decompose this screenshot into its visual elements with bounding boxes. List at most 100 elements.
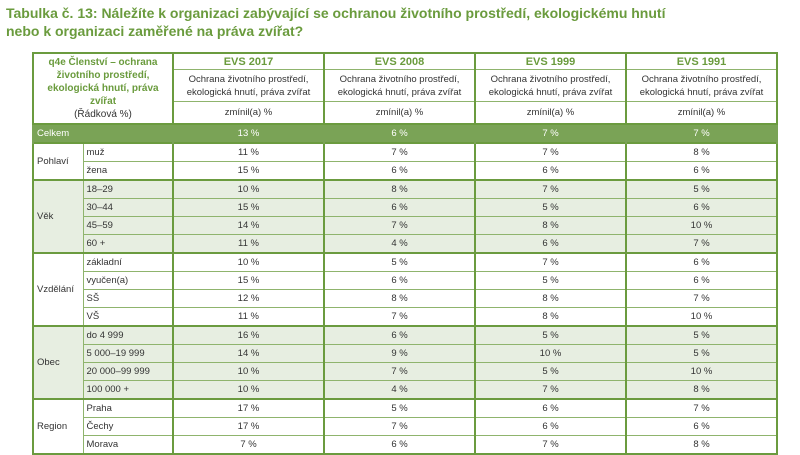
cell-value: 5 % [474,325,627,345]
table-row: 100 000 +10 % 4 % 7 % 8 % [33,380,778,400]
column-header-unit: zmínil(a) % [172,101,325,125]
row-label: 30–44 [82,198,174,217]
cell-value: 6 % [323,435,476,455]
table-row: 5 000–19 999 14 % 9 % 10 % 5 % [33,344,778,363]
cell-value: 7 % [172,435,325,455]
cell-value: 5 % [474,271,627,290]
corner-label: q4e Členství – ochrana životního prostře… [47,57,159,107]
cell-value: 5 % [625,344,778,363]
cell-value: 4 % [323,234,476,254]
cell-value: 7 % [323,417,476,436]
group-label: Region [32,398,84,455]
group-label: Obec [32,325,84,400]
cell-value: 7 % [474,435,627,455]
cell-value: 5 % [323,252,476,272]
table-row: 20 000–99 999 10 % 7 % 5 % 10 % [33,362,778,381]
cell-value: 10 % [172,380,325,400]
table-row: vyučen(a) 15 % 6 % 5 % 6 % [33,271,778,290]
cell-value: 6 % [474,234,627,254]
cell-value: 8 % [323,289,476,308]
cell-value: 6 % [625,198,778,217]
cell-value: 6 % [625,252,778,272]
column-header-item: Ochrana životního prostředí, ekologická … [323,69,476,102]
cell-value: 6 % [474,161,627,181]
cell-value: 14 % [172,216,325,235]
cell-value: 7 % [474,179,627,199]
cell-value: 4 % [323,380,476,400]
table-row: Věk 18–29 10 % 8 % 7 % 5 % [32,179,778,254]
group-label: Vzdělání [32,252,84,327]
column-header-item: Ochrana životního prostředí, ekologická … [474,69,627,102]
cell-value: 6 % [474,398,627,418]
total-value: 7 % [474,123,627,144]
cell-value: 10 % [172,362,325,381]
cell-value: 7 % [474,252,627,272]
cell-value: 6 % [323,161,476,181]
table-row: žena 15 % 6 % 6 % 6 % [33,161,778,181]
cell-value: 12 % [172,289,325,308]
row-label: SŠ [82,289,174,308]
cell-value: 5 % [323,398,476,418]
cell-value: 16 % [172,325,325,345]
row-label: vyučen(a) [82,271,174,290]
column-header-wave: EVS 1991 [625,52,778,70]
title-line-1: Tabulka č. 13: Náležíte k organizaci zab… [6,5,666,21]
group-label: Pohlaví [32,142,84,181]
total-value: 6 % [323,123,476,144]
cell-value: 17 % [172,417,325,436]
total-value: 13 % [172,123,325,144]
cell-value: 15 % [172,198,325,217]
cell-value: 10 % [625,362,778,381]
row-label: do 4 999 [82,325,174,345]
row-label: Morava [82,435,174,455]
cell-value: 10 % [172,252,325,272]
table-row: SŠ 12 % 8 % 8 % 7 % [33,289,778,308]
cell-value: 7 % [625,289,778,308]
cell-value: 8 % [625,435,778,455]
table-row: Morava 7 % 6 % 7 % 8 % [33,435,778,455]
cell-value: 8 % [625,142,778,162]
cell-value: 7 % [323,216,476,235]
column-header-wave: EVS 1999 [474,52,627,70]
table-row: Vzdělání základní 10 % 5 % 7 % 6 % [32,252,778,327]
row-label: 60 + [82,234,174,254]
cell-value: 7 % [474,142,627,162]
cell-value: 7 % [323,142,476,162]
row-label: 5 000–19 999 [82,344,174,363]
table-body: Celkem 13 % 6 % 7 % 7 % Pohlaví muž 11 % 7 … [32,123,778,455]
column-header-wave: EVS 2017 [172,52,325,70]
cell-value: 8 % [474,216,627,235]
total-label: Celkem [32,123,174,144]
column-header-unit: zmínil(a) % [625,101,778,125]
cell-value: 9 % [323,344,476,363]
table-row: Region Praha 17 % 5 % 6 % 7 % [32,398,778,455]
title-line-2: nebo k organizaci zaměřené na práva zvíř… [6,23,304,39]
cell-value: 6 % [474,417,627,436]
group-label: Věk [32,179,84,254]
cell-value: 8 % [323,179,476,199]
table-row: 60 +11 % 4 % 6 % 7 % [33,234,778,254]
cell-value: 10 % [172,179,325,199]
corner-header: q4e Členství – ochrana životního prostře… [32,52,174,125]
cell-value: 6 % [625,271,778,290]
row-label: 45–59 [82,216,174,235]
cell-value: 7 % [323,362,476,381]
table-row: VŠ 11 % 7 % 8 % 10 % [33,307,778,327]
cell-value: 5 % [474,198,627,217]
cell-value: 8 % [625,380,778,400]
cell-value: 8 % [474,307,627,327]
data-table: q4e Členství – ochrana životního prostře… [32,52,778,455]
column-header-unit: zmínil(a) % [323,101,476,125]
table-row: 45–59 14 % 7 % 8 % 10 % [33,216,778,235]
cell-value: 10 % [474,344,627,363]
row-label: 100 000 + [82,380,174,400]
cell-value: 6 % [625,161,778,181]
table-row: Obec do 4 999 16 % 6 % 5 % 5 % [32,325,778,400]
cell-value: 14 % [172,344,325,363]
column-header-wave: EVS 2008 [323,52,476,70]
cell-value: 7 % [625,398,778,418]
total-row: Celkem 13 % 6 % 7 % 7 % [32,123,778,144]
cell-value: 15 % [172,161,325,181]
page-title: Tabulka č. 13: Náležíte k organizaci zab… [6,4,665,40]
row-label: 20 000–99 999 [82,362,174,381]
